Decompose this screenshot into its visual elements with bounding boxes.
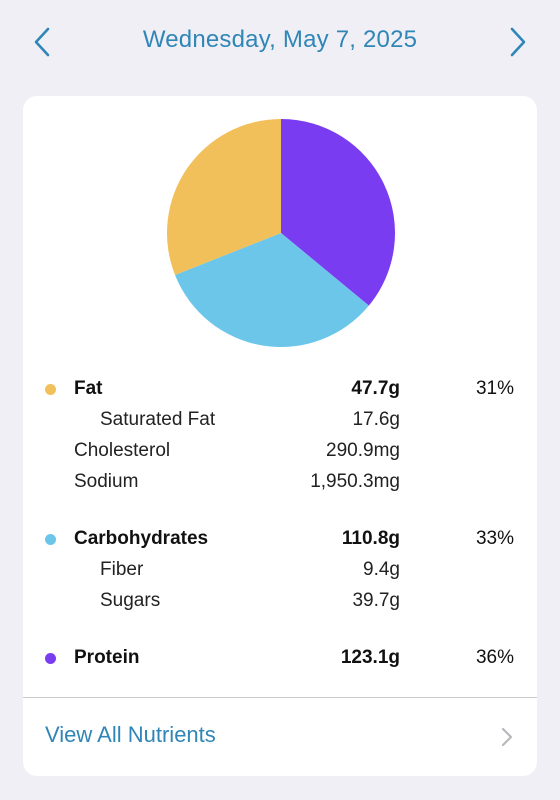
saturated-fat-row: Saturated Fat 17.6g: [23, 405, 537, 435]
fat-dot: [45, 384, 56, 395]
protein-percent: 36%: [475, 647, 514, 668]
sodium-label: Sodium: [74, 471, 139, 492]
chevron-left-icon: [34, 27, 50, 57]
divider: [23, 697, 537, 698]
carbohydrates-dot: [45, 534, 56, 545]
pie-chart-svg: [167, 119, 395, 347]
fat-label: Fat: [74, 378, 103, 399]
saturated-fat-value: 17.6g: [352, 409, 400, 430]
carbohydrates-percent: 33%: [475, 528, 514, 549]
fiber-row: Fiber 9.4g: [23, 555, 537, 585]
previous-day-button[interactable]: [22, 22, 62, 62]
fat-row: Fat 47.7g 31%: [23, 374, 537, 404]
sugars-row: Sugars 39.7g: [23, 586, 537, 616]
cholesterol-row: Cholesterol 290.9mg: [23, 436, 537, 466]
pie-slice-fat: [167, 119, 281, 275]
sodium-row: Sodium 1,950.3mg: [23, 467, 537, 497]
pie-slice-protein: [281, 119, 395, 306]
protein-label: Protein: [74, 647, 140, 668]
fiber-label: Fiber: [100, 559, 144, 580]
cholesterol-label: Cholesterol: [74, 440, 171, 461]
macro-pie-chart: [166, 118, 396, 348]
chevron-right-icon: [501, 727, 513, 747]
protein-row: Protein 123.1g 36%: [23, 643, 537, 673]
sugars-label: Sugars: [100, 590, 161, 611]
fat-value: 47.7g: [351, 378, 400, 399]
carbohydrates-value: 110.8g: [341, 528, 400, 549]
protein-dot: [45, 653, 56, 664]
sodium-value: 1,950.3mg: [310, 471, 400, 492]
cholesterol-value: 290.9mg: [326, 440, 400, 461]
protein-value: 123.1g: [340, 647, 400, 668]
nutrition-card: Fat 47.7g 31% Saturated Fat 17.6g Choles…: [23, 96, 537, 776]
fat-percent: 31%: [475, 378, 514, 399]
saturated-fat-label: Saturated Fat: [100, 409, 216, 430]
next-day-button[interactable]: [498, 22, 538, 62]
view-all-nutrients-label: View All Nutrients: [45, 722, 216, 747]
date-title: Wednesday, May 7, 2025: [142, 26, 418, 53]
pie-slice-carbohydrates: [175, 233, 369, 347]
view-all-nutrients-button[interactable]: View All Nutrients: [23, 698, 537, 776]
fiber-value: 9.4g: [363, 559, 400, 580]
carbohydrates-row: Carbohydrates 110.8g 33%: [23, 524, 537, 554]
sugars-value: 39.7g: [352, 590, 400, 611]
carbohydrates-label: Carbohydrates: [74, 528, 209, 549]
date-header: Wednesday, May 7, 2025: [0, 0, 560, 84]
chevron-right-icon: [510, 27, 526, 57]
